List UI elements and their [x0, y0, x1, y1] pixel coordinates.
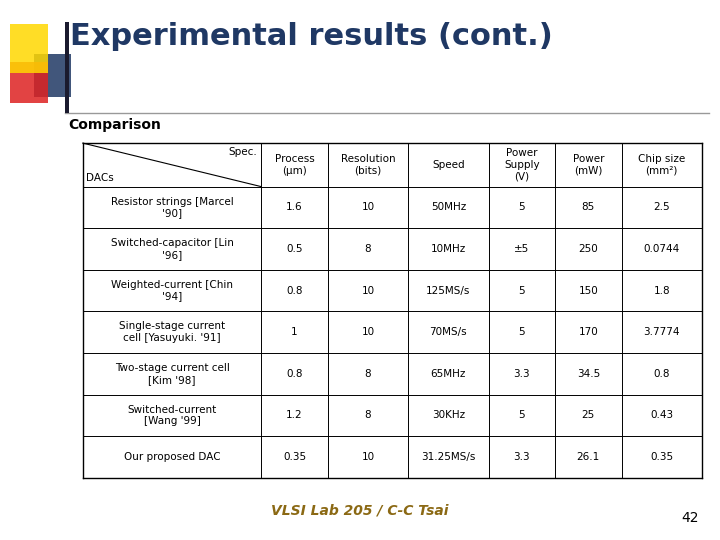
Text: DACs: DACs: [86, 173, 114, 184]
Text: Switched-current
[Wang '99]: Switched-current [Wang '99]: [127, 404, 217, 426]
Text: Two-stage current cell
[Kim '98]: Two-stage current cell [Kim '98]: [114, 363, 230, 384]
Text: 1: 1: [291, 327, 298, 338]
Text: Chip size
(mm²): Chip size (mm²): [638, 154, 685, 176]
Text: 1.8: 1.8: [654, 286, 670, 296]
Text: 85: 85: [582, 202, 595, 212]
Text: 0.5: 0.5: [286, 244, 302, 254]
Text: 150: 150: [578, 286, 598, 296]
Text: Our proposed DAC: Our proposed DAC: [124, 452, 220, 462]
Text: 8: 8: [364, 244, 372, 254]
Text: 5: 5: [518, 410, 525, 421]
Text: 8: 8: [364, 369, 372, 379]
Text: 30KHz: 30KHz: [432, 410, 465, 421]
Text: Speed: Speed: [432, 160, 464, 170]
Text: Switched-capacitor [Lin
'96]: Switched-capacitor [Lin '96]: [111, 238, 233, 260]
Text: Resolution
(bits): Resolution (bits): [341, 154, 395, 176]
Text: Single-stage current
cell [Yasuyuki. '91]: Single-stage current cell [Yasuyuki. '91…: [119, 321, 225, 343]
Text: 10: 10: [361, 327, 374, 338]
Text: 8: 8: [364, 410, 372, 421]
Text: 34.5: 34.5: [577, 369, 600, 379]
Text: 26.1: 26.1: [577, 452, 600, 462]
Text: 10MHz: 10MHz: [431, 244, 466, 254]
Text: Power
(mW): Power (mW): [572, 154, 604, 176]
Text: 50MHz: 50MHz: [431, 202, 466, 212]
Text: 42: 42: [681, 511, 698, 525]
Text: 0.0744: 0.0744: [644, 244, 680, 254]
Text: 5: 5: [518, 327, 525, 338]
Text: 3.3: 3.3: [513, 369, 530, 379]
Text: Process
(μm): Process (μm): [274, 154, 315, 176]
Text: 10: 10: [361, 202, 374, 212]
Text: Weighted-current [Chin
'94]: Weighted-current [Chin '94]: [111, 280, 233, 301]
Text: Spec.: Spec.: [229, 147, 258, 158]
Text: Experimental results (cont.): Experimental results (cont.): [70, 22, 552, 51]
Text: 125MS/s: 125MS/s: [426, 286, 471, 296]
Text: 3.7774: 3.7774: [644, 327, 680, 338]
Text: 5: 5: [518, 286, 525, 296]
Text: 5: 5: [518, 202, 525, 212]
Text: 1.6: 1.6: [286, 202, 302, 212]
Text: VLSI Lab 205 / C-C Tsai: VLSI Lab 205 / C-C Tsai: [271, 503, 449, 517]
Text: 25: 25: [582, 410, 595, 421]
Text: 170: 170: [578, 327, 598, 338]
Text: 3.3: 3.3: [513, 452, 530, 462]
Text: 0.8: 0.8: [654, 369, 670, 379]
Text: 250: 250: [578, 244, 598, 254]
Text: Comparison: Comparison: [68, 118, 161, 132]
Text: 65MHz: 65MHz: [431, 369, 466, 379]
Text: 0.8: 0.8: [286, 369, 302, 379]
Text: 70MS/s: 70MS/s: [430, 327, 467, 338]
Text: 1.2: 1.2: [286, 410, 302, 421]
Text: 0.43: 0.43: [650, 410, 673, 421]
Text: Resistor strings [Marcel
'90]: Resistor strings [Marcel '90]: [111, 197, 233, 218]
Text: 31.25MS/s: 31.25MS/s: [421, 452, 476, 462]
Text: 2.5: 2.5: [654, 202, 670, 212]
Text: 0.8: 0.8: [286, 286, 302, 296]
Text: 10: 10: [361, 452, 374, 462]
Text: 10: 10: [361, 286, 374, 296]
Text: 0.35: 0.35: [650, 452, 673, 462]
Text: ±5: ±5: [514, 244, 529, 254]
Text: 0.35: 0.35: [283, 452, 306, 462]
Text: Power
Supply
(V): Power Supply (V): [504, 148, 540, 181]
